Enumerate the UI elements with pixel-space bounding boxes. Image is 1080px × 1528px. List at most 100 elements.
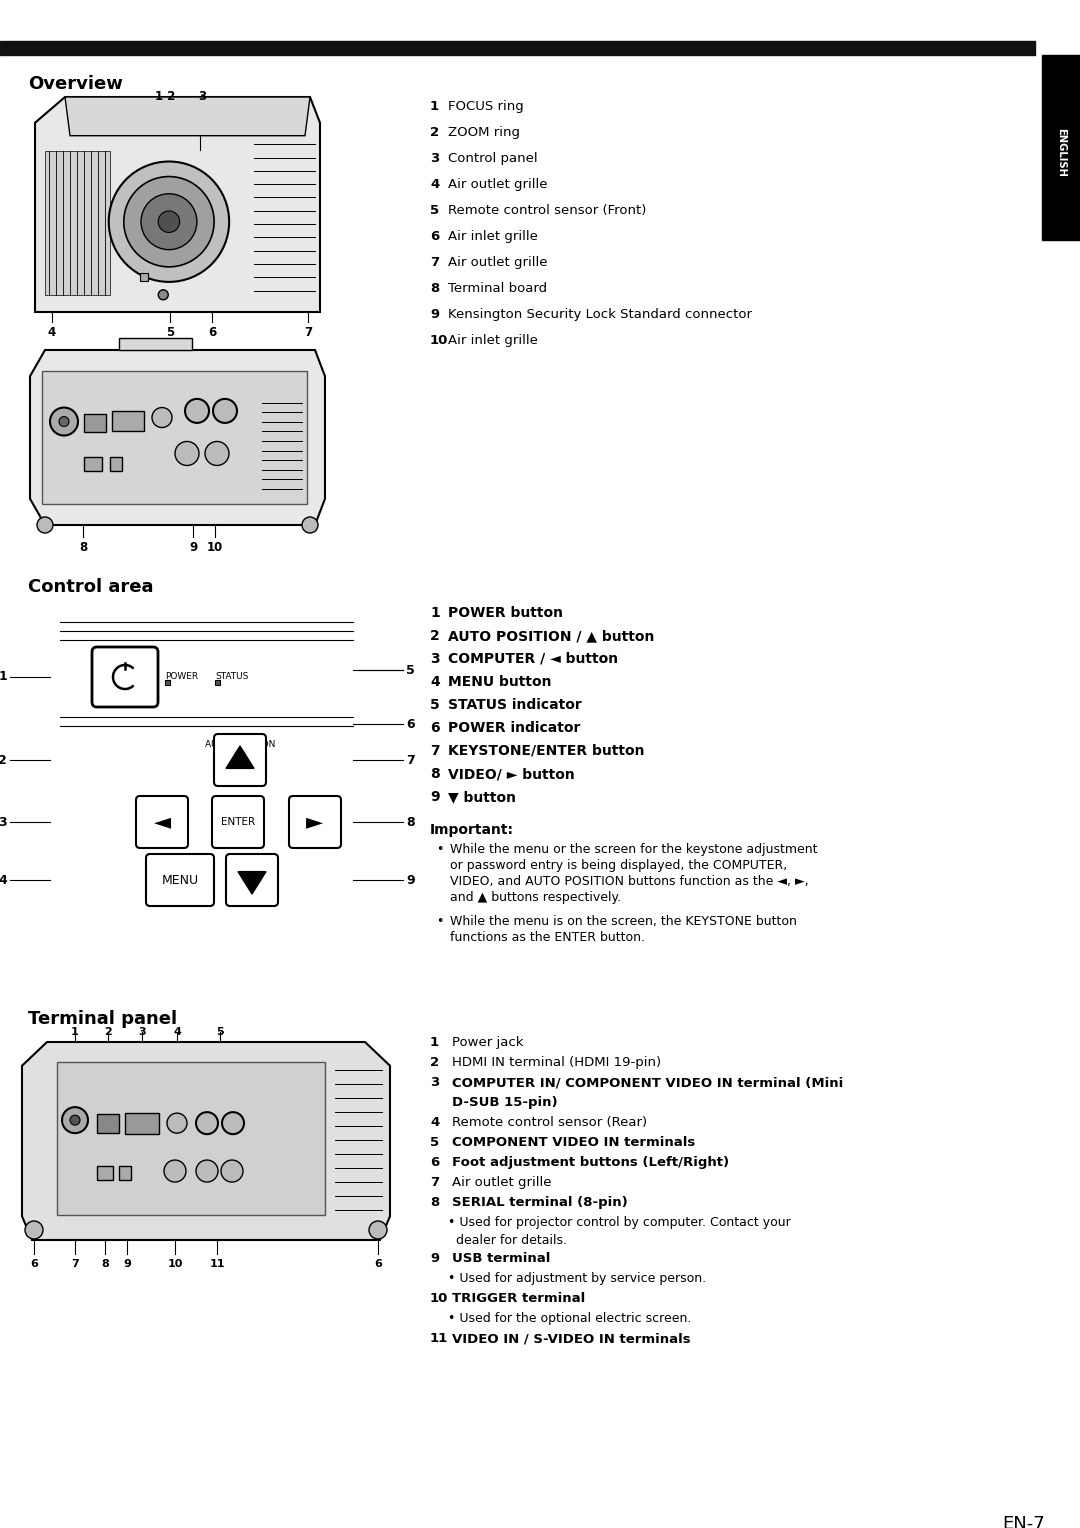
Text: 7: 7 xyxy=(430,744,440,758)
Bar xyxy=(84,414,106,431)
Text: Remote control sensor (Rear): Remote control sensor (Rear) xyxy=(453,1115,647,1129)
Text: 10: 10 xyxy=(430,1293,448,1305)
Circle shape xyxy=(167,1112,187,1134)
Bar xyxy=(84,457,102,472)
FancyBboxPatch shape xyxy=(289,796,341,848)
Text: ENGLISH: ENGLISH xyxy=(1056,127,1066,176)
Text: HDMI IN terminal (HDMI 19-pin): HDMI IN terminal (HDMI 19-pin) xyxy=(453,1056,661,1070)
Text: 6: 6 xyxy=(406,718,415,730)
Text: 3: 3 xyxy=(138,1027,146,1038)
Text: Air inlet grille: Air inlet grille xyxy=(448,335,538,347)
Text: Control panel: Control panel xyxy=(448,151,538,165)
Text: 6: 6 xyxy=(374,1259,382,1268)
Text: USB terminal: USB terminal xyxy=(453,1251,551,1265)
Circle shape xyxy=(302,516,318,533)
Bar xyxy=(97,1166,113,1180)
Text: 7: 7 xyxy=(430,257,440,269)
Text: • Used for projector control by computer. Contact your: • Used for projector control by computer… xyxy=(448,1216,791,1229)
Text: Kensington Security Lock Standard connector: Kensington Security Lock Standard connec… xyxy=(448,309,752,321)
Circle shape xyxy=(50,408,78,435)
Text: 6: 6 xyxy=(430,231,440,243)
Circle shape xyxy=(141,194,197,249)
Text: 7: 7 xyxy=(303,325,312,339)
Text: Air outlet grille: Air outlet grille xyxy=(448,257,548,269)
Text: While the menu is on the screen, the KEYSTONE button: While the menu is on the screen, the KEY… xyxy=(450,915,797,927)
Text: 9: 9 xyxy=(406,874,415,886)
Text: 1: 1 xyxy=(430,607,440,620)
Circle shape xyxy=(109,162,229,281)
Text: 5: 5 xyxy=(430,698,440,712)
Text: D-SUB 15-pin): D-SUB 15-pin) xyxy=(453,1096,557,1109)
Bar xyxy=(45,151,110,295)
Text: While the menu or the screen for the keystone adjustment: While the menu or the screen for the key… xyxy=(450,843,818,856)
Text: 1: 1 xyxy=(430,99,440,113)
Text: 2: 2 xyxy=(430,1056,440,1070)
Text: 5: 5 xyxy=(216,1027,224,1038)
Text: 3: 3 xyxy=(0,816,6,828)
Text: ▼ button: ▼ button xyxy=(448,790,516,804)
Text: Air outlet grille: Air outlet grille xyxy=(453,1177,552,1189)
Text: 4: 4 xyxy=(173,1027,181,1038)
FancyBboxPatch shape xyxy=(136,796,188,848)
Circle shape xyxy=(221,1160,243,1183)
Text: COMPUTER IN/ COMPONENT VIDEO IN terminal (Mini: COMPUTER IN/ COMPONENT VIDEO IN terminal… xyxy=(453,1076,843,1089)
Text: and ▲ buttons respectively.: and ▲ buttons respectively. xyxy=(450,891,621,905)
Text: 11: 11 xyxy=(210,1259,225,1268)
Bar xyxy=(1042,55,1080,240)
Text: 7: 7 xyxy=(71,1259,79,1268)
Text: 7: 7 xyxy=(406,753,415,767)
Text: 9: 9 xyxy=(430,1251,440,1265)
Text: ZOOM ring: ZOOM ring xyxy=(448,125,519,139)
Bar xyxy=(125,1112,159,1134)
Text: 4: 4 xyxy=(430,177,440,191)
Bar xyxy=(165,680,170,685)
Circle shape xyxy=(175,442,199,466)
Text: Overview: Overview xyxy=(28,75,123,93)
Circle shape xyxy=(205,442,229,466)
Text: 1: 1 xyxy=(71,1027,79,1038)
Polygon shape xyxy=(35,96,320,312)
Text: KEYSTONE: KEYSTONE xyxy=(214,795,261,804)
Text: Terminal panel: Terminal panel xyxy=(28,1010,177,1028)
FancyBboxPatch shape xyxy=(212,796,264,848)
Text: 3: 3 xyxy=(430,151,440,165)
Text: Remote control sensor (Front): Remote control sensor (Front) xyxy=(448,205,646,217)
Text: Air inlet grille: Air inlet grille xyxy=(448,231,538,243)
Text: 1 2: 1 2 xyxy=(156,90,175,102)
Text: 9: 9 xyxy=(430,309,440,321)
Text: SERIAL terminal (8-pin): SERIAL terminal (8-pin) xyxy=(453,1196,627,1209)
Text: 10: 10 xyxy=(167,1259,183,1268)
Text: 3: 3 xyxy=(430,652,440,666)
Polygon shape xyxy=(119,338,192,350)
Text: 6: 6 xyxy=(430,1157,440,1169)
Text: Control area: Control area xyxy=(28,578,153,596)
Circle shape xyxy=(369,1221,387,1239)
Text: MENU button: MENU button xyxy=(448,675,552,689)
Text: Foot adjustment buttons (Left/Right): Foot adjustment buttons (Left/Right) xyxy=(453,1157,729,1169)
Text: 5: 5 xyxy=(406,663,415,677)
Bar xyxy=(112,411,144,431)
Text: 3: 3 xyxy=(430,1076,440,1089)
Text: COMPUTER: COMPUTER xyxy=(137,795,187,804)
Text: FOCUS ring: FOCUS ring xyxy=(448,99,524,113)
Bar xyxy=(119,1166,131,1180)
Text: 8: 8 xyxy=(102,1259,109,1268)
Circle shape xyxy=(124,177,214,267)
Circle shape xyxy=(158,211,179,232)
Text: Important:: Important: xyxy=(430,824,514,837)
Circle shape xyxy=(222,1112,244,1134)
Text: 5: 5 xyxy=(166,325,174,339)
Text: 6: 6 xyxy=(30,1259,38,1268)
Text: COMPONENT VIDEO IN terminals: COMPONENT VIDEO IN terminals xyxy=(453,1135,696,1149)
Text: ◄: ◄ xyxy=(153,811,171,833)
Text: 5: 5 xyxy=(430,1135,440,1149)
Polygon shape xyxy=(238,871,266,894)
Text: 6: 6 xyxy=(430,721,440,735)
Text: POWER: POWER xyxy=(165,672,198,681)
Text: 2: 2 xyxy=(104,1027,112,1038)
Text: VIDEO: VIDEO xyxy=(301,795,329,804)
Text: 1: 1 xyxy=(0,671,6,683)
Polygon shape xyxy=(22,1042,390,1241)
Circle shape xyxy=(152,408,172,428)
Bar xyxy=(42,371,307,504)
